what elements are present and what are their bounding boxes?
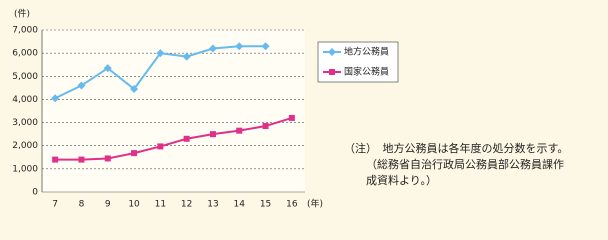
point	[78, 156, 85, 163]
note-line: （注） 地方公務員は各年度の処分数を示す。	[344, 141, 568, 155]
y-unit: (件)	[14, 8, 30, 20]
point	[51, 94, 60, 103]
y-tick-label: 1,000	[12, 164, 38, 174]
note-line: （総務省自治行政局公務員部公務員課作	[366, 157, 564, 171]
point	[288, 114, 295, 121]
series-line	[55, 116, 293, 161]
plot-area	[42, 30, 305, 192]
y-tick-label: 6,000	[12, 49, 38, 59]
point	[236, 127, 243, 134]
point	[183, 135, 190, 142]
point	[104, 155, 111, 162]
point	[103, 64, 112, 73]
x-tick-label: 13	[207, 200, 218, 210]
y-tick-label: 3,000	[12, 118, 38, 128]
point	[131, 150, 138, 157]
x-tick-label: 8	[79, 200, 85, 210]
point	[156, 49, 165, 58]
x-unit: (年)	[307, 198, 323, 210]
x-tick-label: 16	[286, 200, 298, 210]
point	[182, 52, 191, 61]
point	[157, 143, 164, 150]
point	[328, 48, 336, 56]
legend-label: 国家公務員	[344, 66, 389, 78]
point	[262, 123, 269, 130]
point	[77, 81, 86, 90]
point	[261, 42, 270, 51]
x-tick-label: 10	[128, 200, 140, 210]
chart: (件) 0 1,000 2,000 3,000 4,000 5,000 6,000 7,000…	[12, 8, 568, 210]
point	[208, 44, 217, 53]
x-tick-label: 7	[52, 200, 58, 210]
point	[52, 156, 59, 163]
point	[235, 42, 244, 51]
point	[329, 69, 335, 75]
x-tick-label: 15	[260, 200, 271, 210]
note-line: 成資料より。）	[366, 173, 437, 187]
y-tick-label: 0	[32, 188, 38, 198]
legend-label: 地方公務員	[344, 46, 389, 58]
y-tick-label: 4,000	[12, 95, 38, 105]
y-tick-label: 2,000	[12, 141, 38, 151]
y-tick-label: 7,000	[12, 26, 38, 36]
x-tick-label: 11	[155, 200, 166, 210]
x-tick-label: 12	[181, 200, 192, 210]
point	[209, 131, 216, 138]
point	[130, 85, 139, 94]
x-tick-label: 9	[105, 200, 111, 210]
y-tick-label: 5,000	[12, 72, 38, 82]
x-tick-label: 14	[234, 200, 246, 210]
